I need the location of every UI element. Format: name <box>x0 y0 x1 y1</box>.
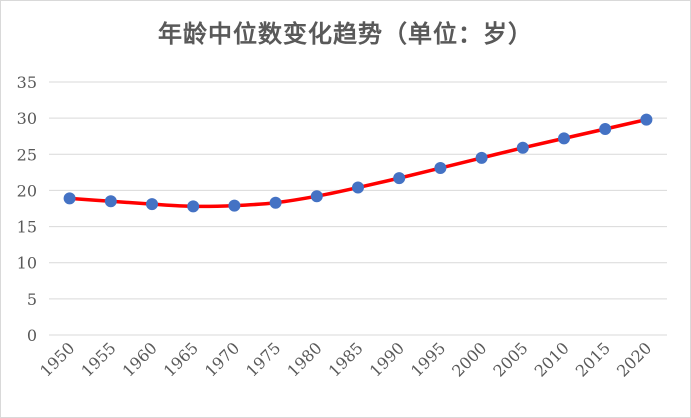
chart-title: 年龄中位数变化趋势（单位：岁） <box>158 20 533 48</box>
y-tick-label: 5 <box>27 290 37 309</box>
x-tick-label: 1995 <box>407 338 449 380</box>
x-tick-label: 1955 <box>77 338 119 380</box>
x-tick-label: 1980 <box>283 338 325 380</box>
data-point-1995 <box>434 162 447 175</box>
x-tick-label: 2000 <box>448 338 490 380</box>
data-point-2005 <box>516 141 529 154</box>
x-tick-label: 1990 <box>366 338 408 380</box>
x-tick-label: 2005 <box>489 338 531 380</box>
y-tick-label: 30 <box>17 109 37 128</box>
data-point-2000 <box>475 151 488 164</box>
data-point-1960 <box>146 198 158 211</box>
data-point-1955 <box>104 195 117 208</box>
data-point-1990 <box>393 172 406 185</box>
x-tick-label: 1960 <box>119 338 161 380</box>
data-point-1970 <box>228 199 241 212</box>
x-tick-label: 1975 <box>242 338 284 380</box>
y-tick-label: 20 <box>17 181 37 200</box>
y-tick-label: 0 <box>27 326 37 345</box>
x-tick-label: 1950 <box>36 338 78 380</box>
data-point-1980 <box>310 190 323 203</box>
x-tick-label: 2020 <box>613 338 655 380</box>
data-point-1950 <box>63 192 76 205</box>
data-point-1985 <box>352 181 364 194</box>
data-point-2020 <box>640 113 653 126</box>
series-layer <box>63 113 653 213</box>
data-point-2010 <box>558 132 570 145</box>
x-tick-label: 1965 <box>160 338 202 380</box>
data-point-2015 <box>599 122 612 135</box>
x-tick-label: 1970 <box>201 338 243 380</box>
y-tick-label: 15 <box>17 218 37 237</box>
x-tick-label: 2015 <box>572 338 614 380</box>
y-tick-label: 35 <box>17 73 37 92</box>
y-tick-label: 25 <box>17 145 37 164</box>
data-point-1975 <box>269 196 282 209</box>
x-tick-label: 1985 <box>325 338 367 380</box>
y-tick-label: 10 <box>17 254 37 273</box>
y-axis-tick-labels: 0 5 10 15 20 25 30 35 <box>17 73 37 345</box>
x-tick-label: 2010 <box>531 338 573 380</box>
x-axis-tick-labels: 1950195519601965197019751980198519901995… <box>36 338 655 380</box>
data-point-1965 <box>187 200 200 213</box>
gridlines <box>49 81 667 336</box>
